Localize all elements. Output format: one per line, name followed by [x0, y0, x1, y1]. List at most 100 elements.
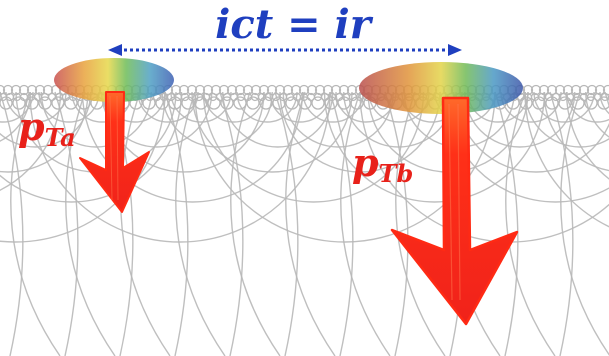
mesh-arc: [161, 91, 273, 148]
mesh-arc: [38, 91, 100, 123]
mesh-arc: [524, 91, 609, 148]
boundary-circle: [558, 96, 572, 110]
mesh-arc: [236, 91, 298, 123]
boundary-circle: [571, 96, 585, 110]
mesh-arc: [599, 91, 609, 115]
boundary-circle: [178, 84, 190, 96]
mesh-arc: [585, 91, 609, 138]
boundary-circle: [532, 96, 546, 110]
mesh-arc: [0, 91, 62, 191]
mesh-arc: [219, 91, 244, 356]
mesh-arc: [282, 91, 394, 148]
boundary-circle: [584, 96, 598, 110]
boundary-circle: [18, 84, 30, 96]
boundary-circle: [285, 96, 299, 110]
hyperbolic-mesh: [0, 91, 609, 356]
boundary-circle: [290, 84, 302, 96]
equation-label: ict = ir: [215, 1, 374, 48]
left-momentum-arrow: [79, 91, 150, 213]
mesh-arc: [65, 91, 116, 356]
mesh-arc: [285, 91, 336, 356]
right-region-ellipse: [359, 62, 523, 114]
boundary-circle: [12, 96, 26, 110]
mesh-arc: [10, 91, 61, 356]
mesh-arc: [170, 91, 232, 123]
left-momentum-base: p: [18, 104, 45, 149]
boundary-circle: [242, 84, 254, 96]
boundary-circle: [220, 96, 234, 110]
boundary-circle: [586, 84, 598, 96]
mesh-arc: [560, 91, 609, 356]
boundary-circle: [298, 84, 310, 96]
mesh-arc: [0, 91, 31, 142]
mesh-arc: [202, 91, 425, 203]
boundary-circle: [578, 84, 590, 96]
boundary-circle: [10, 84, 22, 96]
boundary-circle: [346, 84, 358, 96]
mesh-arc: [524, 91, 609, 228]
mesh-arc: [565, 91, 609, 180]
mesh-arc: [0, 91, 89, 173]
boundary-circle: [298, 96, 312, 110]
mesh-arc: [0, 91, 166, 243]
mesh-arc: [543, 91, 609, 172]
mesh-arc: [54, 91, 79, 356]
mesh-arc: [0, 91, 183, 203]
left-region-ellipse: [54, 58, 174, 102]
right-momentum-arrow: [390, 96, 519, 326]
mesh-arc: [29, 91, 331, 243]
boundary-circle: [324, 96, 338, 110]
boundary-circle: [570, 84, 582, 96]
boundary-circle: [0, 84, 6, 96]
boundary-circle: [0, 96, 13, 110]
boundary-circle: [207, 96, 221, 110]
boundary-circle: [38, 96, 52, 110]
mesh-arc: [191, 91, 353, 173]
mesh-arc: [194, 91, 496, 243]
right-momentum-subscript: Tb: [379, 159, 414, 188]
boundary-circle: [530, 84, 542, 96]
boundary-circle: [306, 84, 318, 96]
mesh-arc: [175, 91, 226, 356]
boundary-circle: [186, 84, 198, 96]
boundary-circle: [311, 96, 325, 110]
boundary-circle: [155, 96, 169, 110]
boundary-circle: [26, 84, 38, 96]
mesh-arc: [533, 91, 595, 123]
left-momentum-subscript: Ta: [45, 123, 76, 152]
boundary-circle: [64, 96, 78, 110]
boundary-circle: [194, 84, 206, 96]
boundary-circle: [25, 96, 39, 110]
boundary-circle: [181, 96, 195, 110]
right-momentum-base: p: [352, 140, 379, 185]
mesh-arc: [164, 91, 189, 356]
mesh-arc: [340, 91, 391, 356]
boundary-circle: [522, 84, 534, 96]
boundary-circle: [246, 96, 260, 110]
boundary-circle: [250, 84, 262, 96]
boundary-circle: [272, 96, 286, 110]
mesh-arc: [274, 91, 299, 356]
mesh-arc: [323, 91, 546, 203]
double-headed-arrow-icon: [108, 44, 462, 56]
mesh-arc: [329, 91, 354, 356]
boundary-circle: [350, 96, 364, 110]
mesh-arc: [40, 91, 152, 148]
mesh-arc: [566, 91, 609, 123]
mesh-arc: [230, 91, 281, 356]
boundary-circle: [519, 96, 533, 110]
mesh-arc: [120, 91, 171, 356]
mesh-arc: [384, 91, 409, 356]
boundary-circle: [597, 96, 609, 110]
boundary-circle: [168, 96, 182, 110]
mesh-arc: [81, 91, 304, 203]
boundary-circle: [51, 96, 65, 110]
right-momentum-label: pTb: [352, 140, 413, 188]
boundary-circle: [234, 84, 246, 96]
boundary-circle: [545, 96, 559, 110]
boundary-circle: [194, 96, 208, 110]
boundary-circle: [337, 96, 351, 110]
mesh-arc: [494, 91, 519, 356]
